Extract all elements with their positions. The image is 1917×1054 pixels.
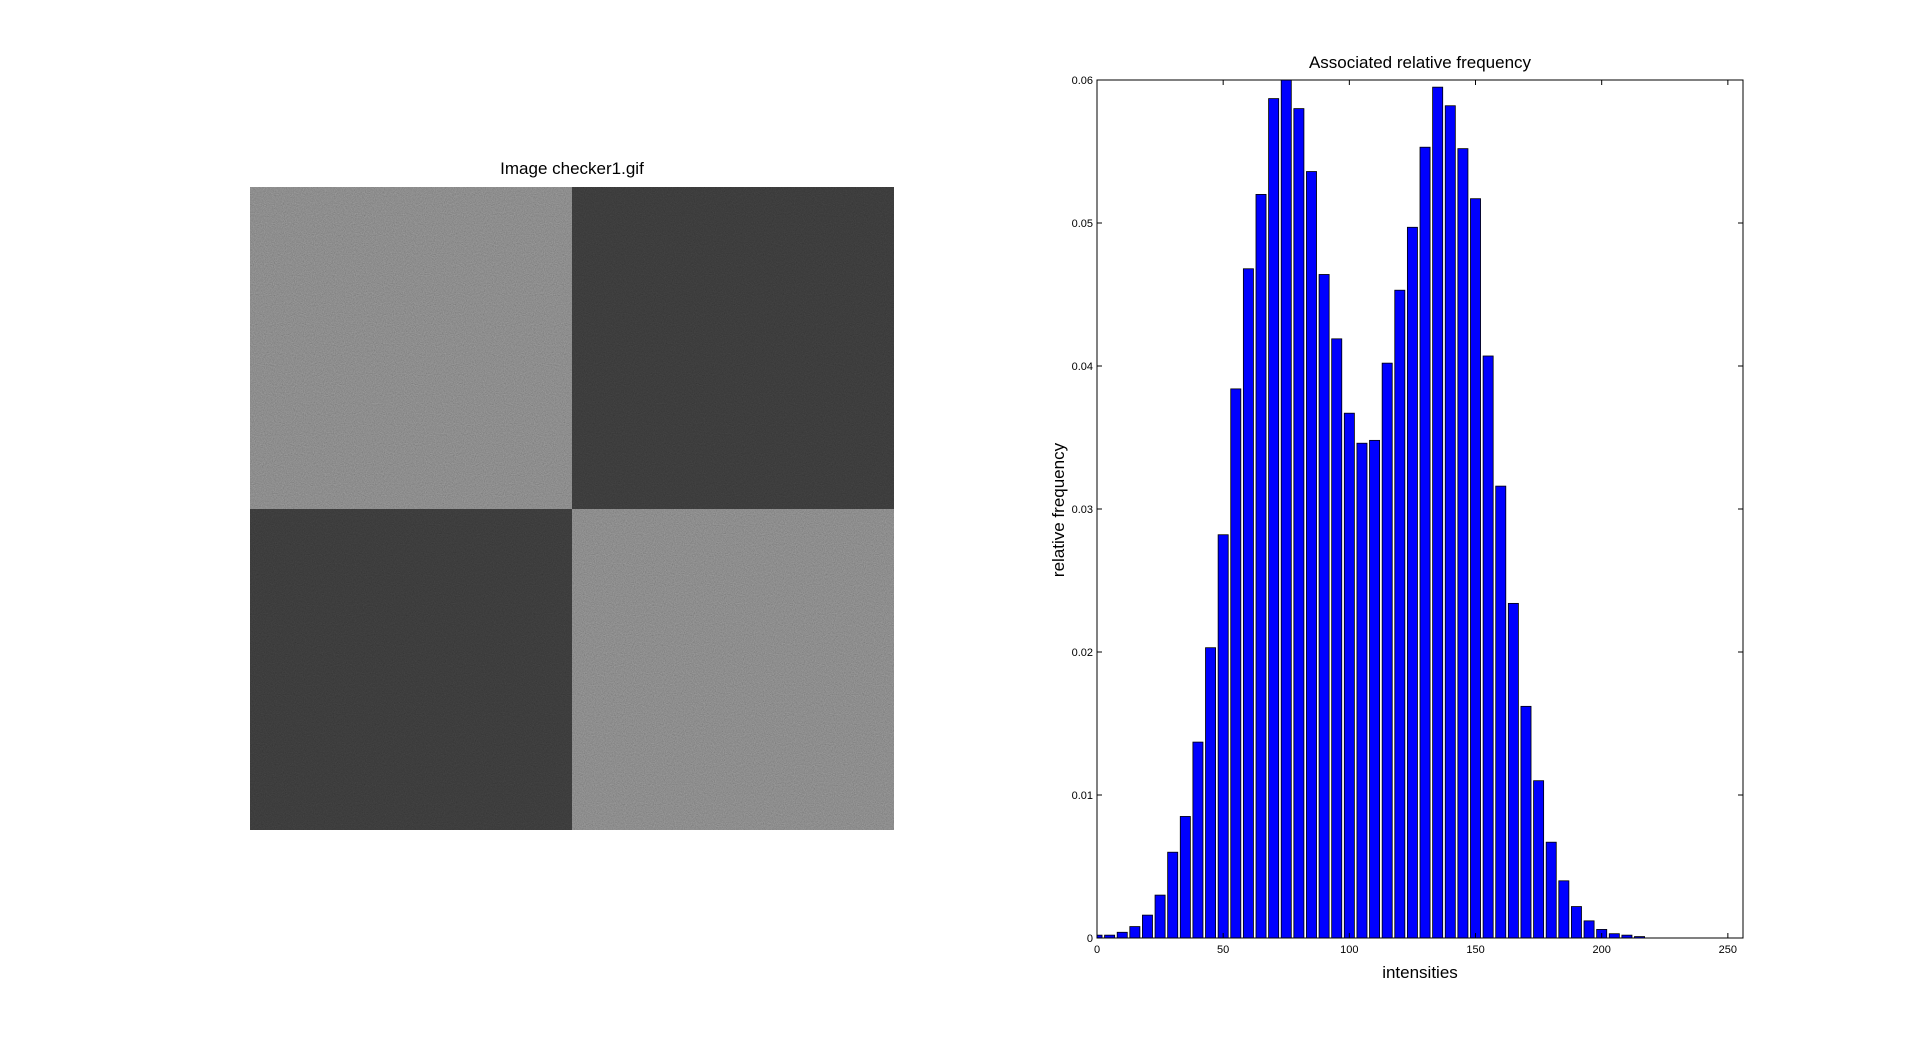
bars bbox=[1097, 80, 1645, 938]
bar bbox=[1242, 268, 1254, 938]
bar bbox=[1369, 439, 1381, 938]
bar bbox=[1192, 741, 1204, 938]
y-tick-label: 0.02 bbox=[1072, 647, 1093, 659]
bar bbox=[1129, 926, 1141, 938]
bar bbox=[1533, 780, 1545, 938]
bar bbox=[1331, 338, 1343, 938]
bar bbox=[1217, 534, 1229, 938]
chart-title: Associated relative frequency bbox=[1309, 53, 1532, 72]
bar bbox=[1394, 289, 1406, 938]
bar bbox=[1507, 602, 1519, 938]
y-tick-label: 0.01 bbox=[1072, 790, 1093, 802]
bar bbox=[1205, 647, 1217, 938]
bar bbox=[1444, 105, 1456, 938]
bar bbox=[1406, 226, 1418, 938]
bar bbox=[1255, 193, 1267, 938]
bar bbox=[1230, 388, 1242, 938]
bar bbox=[1432, 86, 1444, 938]
y-tick-label: 0.05 bbox=[1072, 218, 1093, 230]
x-tick-label: 150 bbox=[1466, 944, 1484, 956]
bar bbox=[1142, 914, 1153, 938]
x-tick-label: 100 bbox=[1340, 944, 1358, 956]
bar bbox=[1634, 936, 1645, 938]
bar bbox=[1104, 934, 1116, 938]
checker-image bbox=[250, 187, 894, 830]
bar bbox=[1116, 931, 1128, 938]
bar bbox=[1280, 80, 1292, 938]
bar bbox=[1470, 198, 1481, 938]
bar bbox=[1268, 98, 1280, 938]
bar bbox=[1608, 933, 1620, 938]
bar bbox=[1545, 841, 1557, 938]
bar bbox=[1457, 148, 1469, 938]
bar bbox=[1381, 362, 1393, 938]
y-tick-label: 0 bbox=[1087, 933, 1093, 945]
bar bbox=[1558, 880, 1570, 938]
x-axis-label: intensities bbox=[1382, 963, 1458, 982]
x-tick-label: 200 bbox=[1593, 944, 1611, 956]
x-tick-label: 50 bbox=[1217, 944, 1229, 956]
bar bbox=[1621, 934, 1633, 938]
bar bbox=[1356, 442, 1368, 938]
bar bbox=[1097, 934, 1103, 938]
x-tick-label: 0 bbox=[1094, 944, 1100, 956]
bar bbox=[1154, 894, 1166, 938]
bar bbox=[1495, 485, 1507, 938]
bar bbox=[1583, 920, 1595, 938]
y-tick-label: 0.03 bbox=[1072, 504, 1093, 516]
bar bbox=[1179, 816, 1191, 938]
bar bbox=[1293, 108, 1305, 938]
bar bbox=[1520, 705, 1532, 938]
bar bbox=[1306, 171, 1317, 938]
bar bbox=[1167, 851, 1179, 938]
y-tick-label: 0.04 bbox=[1072, 361, 1093, 373]
image-title: Image checker1.gif bbox=[500, 159, 644, 178]
y-tick-label: 0.06 bbox=[1072, 75, 1093, 87]
bar bbox=[1343, 412, 1355, 938]
x-tick-label: 250 bbox=[1719, 944, 1737, 956]
y-axis-label: relative frequency bbox=[1049, 442, 1068, 577]
bar bbox=[1318, 274, 1330, 938]
bar bbox=[1419, 146, 1431, 938]
bar bbox=[1482, 355, 1494, 938]
bar bbox=[1571, 906, 1582, 938]
